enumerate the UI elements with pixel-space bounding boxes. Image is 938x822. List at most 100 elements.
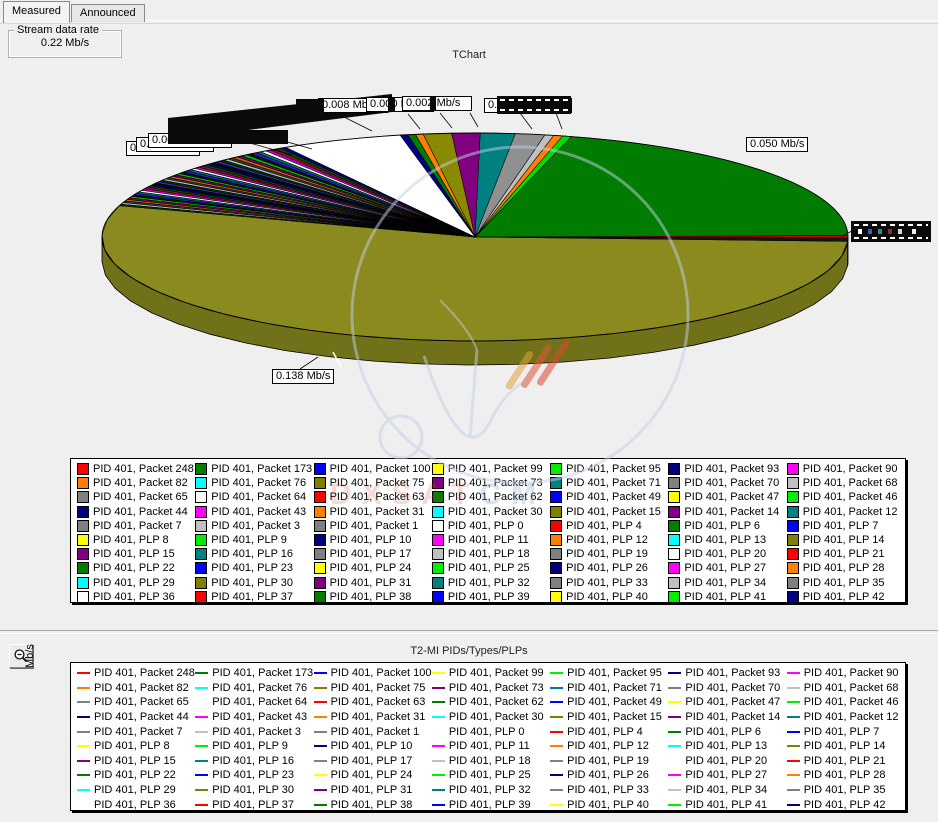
legend-item[interactable]: PID 401, PLP 19 (550, 754, 668, 769)
legend-item[interactable]: PID 401, Packet 49 (550, 490, 668, 504)
panel-separator[interactable] (0, 630, 938, 634)
legend-item[interactable]: PID 401, Packet 7 (77, 519, 195, 533)
legend-item[interactable]: PID 401, Packet 12 (786, 710, 905, 725)
legend-item[interactable]: PID 401, PLP 7 (786, 519, 905, 533)
legend-item[interactable]: PID 401, PLP 29 (77, 783, 195, 798)
legend-item[interactable]: PID 401, Packet 63 (313, 490, 432, 504)
legend-item[interactable]: PID 401, PLP 30 (195, 783, 313, 798)
legend-item[interactable]: PID 401, PLP 16 (195, 547, 313, 561)
legend-item[interactable]: PID 401, PLP 40 (550, 590, 668, 604)
legend-item[interactable]: PID 401, Packet 14 (668, 710, 786, 725)
legend-item[interactable]: PID 401, PLP 27 (668, 768, 786, 783)
legend-item[interactable]: PID 401, PLP 6 (668, 519, 786, 533)
legend-item[interactable]: PID 401, PLP 24 (313, 768, 432, 783)
legend-item[interactable]: PID 401, Packet 64 (195, 695, 313, 710)
legend-item[interactable]: PID 401, PLP 4 (550, 724, 668, 739)
legend-item[interactable]: PID 401, Packet 71 (550, 476, 668, 490)
legend-item[interactable]: PID 401, PLP 39 (431, 797, 550, 812)
legend-item[interactable]: PID 401, PLP 36 (77, 797, 195, 812)
tab-announced[interactable]: Announced (71, 4, 145, 22)
legend-item[interactable]: PID 401, Packet 95 (550, 666, 668, 681)
legend-item[interactable]: PID 401, Packet 31 (313, 710, 432, 725)
legend-item[interactable]: PID 401, PLP 19 (550, 547, 668, 561)
legend-item[interactable]: PID 401, Packet 70 (668, 476, 786, 490)
legend-item[interactable]: PID 401, Packet 15 (550, 710, 668, 725)
legend-item[interactable]: PID 401, PLP 26 (550, 561, 668, 575)
legend-item[interactable]: PID 401, Packet 75 (313, 681, 432, 696)
legend-item[interactable]: PID 401, Packet 70 (668, 681, 786, 696)
legend-item[interactable]: PID 401, PLP 31 (313, 783, 432, 798)
legend-item[interactable]: PID 401, Packet 64 (195, 490, 313, 504)
legend-item[interactable]: PID 401, Packet 47 (668, 490, 786, 504)
legend-item[interactable]: PID 401, PLP 33 (550, 576, 668, 590)
legend-item[interactable]: PID 401, PLP 15 (77, 547, 195, 561)
legend-item[interactable]: PID 401, PLP 6 (668, 724, 786, 739)
legend-item[interactable]: PID 401, Packet 248 (77, 666, 195, 681)
tab-measured[interactable]: Measured (3, 1, 70, 23)
legend-item[interactable]: PID 401, PLP 33 (550, 783, 668, 798)
legend-item[interactable]: PID 401, PLP 17 (313, 547, 432, 561)
legend-item[interactable]: PID 401, PLP 34 (668, 576, 786, 590)
legend-item[interactable]: PID 401, Packet 46 (786, 695, 905, 710)
legend-item[interactable]: PID 401, PLP 0 (431, 519, 550, 533)
legend-item[interactable]: PID 401, Packet 1 (313, 724, 432, 739)
legend-item[interactable]: PID 401, Packet 3 (195, 519, 313, 533)
legend-item[interactable]: PID 401, Packet 82 (77, 681, 195, 696)
legend-item[interactable]: PID 401, Packet 76 (195, 681, 313, 696)
legend-item[interactable]: PID 401, Packet 99 (431, 666, 550, 681)
legend-item[interactable]: PID 401, PLP 10 (313, 739, 432, 754)
legend-item[interactable]: PID 401, PLP 21 (786, 547, 905, 561)
legend-item[interactable]: PID 401, Packet 30 (431, 505, 550, 519)
legend-item[interactable]: PID 401, Packet 173 (195, 666, 313, 681)
legend-item[interactable]: PID 401, PLP 12 (550, 739, 668, 754)
legend-item[interactable]: PID 401, PLP 9 (195, 739, 313, 754)
legend-item[interactable]: PID 401, Packet 75 (313, 476, 432, 490)
legend-item[interactable]: PID 401, PLP 40 (550, 797, 668, 812)
legend-item[interactable]: PID 401, PLP 21 (786, 754, 905, 769)
legend-item[interactable]: PID 401, Packet 100 (313, 666, 432, 681)
legend-item[interactable]: PID 401, PLP 14 (786, 533, 905, 547)
legend-item[interactable]: PID 401, PLP 32 (431, 783, 550, 798)
legend-item[interactable]: PID 401, Packet 93 (668, 462, 786, 476)
legend-item[interactable]: PID 401, Packet 82 (77, 476, 195, 490)
legend-item[interactable]: PID 401, PLP 37 (195, 590, 313, 604)
legend-item[interactable]: PID 401, Packet 7 (77, 724, 195, 739)
legend-item[interactable]: PID 401, Packet 90 (786, 666, 905, 681)
legend-item[interactable]: PID 401, PLP 7 (786, 724, 905, 739)
legend-item[interactable]: PID 401, PLP 35 (786, 783, 905, 798)
legend-item[interactable]: PID 401, Packet 3 (195, 724, 313, 739)
legend-item[interactable]: PID 401, PLP 24 (313, 561, 432, 575)
legend-item[interactable]: PID 401, Packet 43 (195, 505, 313, 519)
legend-item[interactable]: PID 401, PLP 32 (431, 576, 550, 590)
legend-item[interactable]: PID 401, PLP 41 (668, 797, 786, 812)
legend-item[interactable]: PID 401, Packet 90 (786, 462, 905, 476)
legend-item[interactable]: PID 401, PLP 37 (195, 797, 313, 812)
legend-item[interactable]: PID 401, Packet 73 (431, 681, 550, 696)
legend-item[interactable]: PID 401, Packet 68 (786, 476, 905, 490)
legend-item[interactable]: PID 401, Packet 31 (313, 505, 432, 519)
legend-item[interactable]: PID 401, Packet 73 (431, 476, 550, 490)
legend-item[interactable]: PID 401, PLP 12 (550, 533, 668, 547)
legend-item[interactable]: PID 401, PLP 36 (77, 590, 195, 604)
legend-item[interactable]: PID 401, PLP 28 (786, 768, 905, 783)
legend-item[interactable]: PID 401, PLP 16 (195, 754, 313, 769)
legend-item[interactable]: PID 401, PLP 20 (668, 754, 786, 769)
legend-item[interactable]: PID 401, PLP 8 (77, 533, 195, 547)
legend-item[interactable]: PID 401, Packet 49 (550, 695, 668, 710)
legend-item[interactable]: PID 401, Packet 68 (786, 681, 905, 696)
legend-item[interactable]: PID 401, Packet 65 (77, 695, 195, 710)
legend-item[interactable]: PID 401, Packet 46 (786, 490, 905, 504)
legend-item[interactable]: PID 401, Packet 71 (550, 681, 668, 696)
legend-item[interactable]: PID 401, Packet 30 (431, 710, 550, 725)
legend-item[interactable]: PID 401, PLP 41 (668, 590, 786, 604)
legend-item[interactable]: PID 401, PLP 14 (786, 739, 905, 754)
legend-item[interactable]: PID 401, PLP 29 (77, 576, 195, 590)
legend-item[interactable]: PID 401, PLP 39 (431, 590, 550, 604)
legend-item[interactable]: PID 401, PLP 27 (668, 561, 786, 575)
legend-item[interactable]: PID 401, PLP 22 (77, 561, 195, 575)
legend-item[interactable]: PID 401, PLP 34 (668, 783, 786, 798)
legend-item[interactable]: PID 401, Packet 65 (77, 490, 195, 504)
legend-item[interactable]: PID 401, PLP 23 (195, 561, 313, 575)
legend-item[interactable]: PID 401, Packet 100 (313, 462, 432, 476)
legend-item[interactable]: PID 401, Packet 14 (668, 505, 786, 519)
